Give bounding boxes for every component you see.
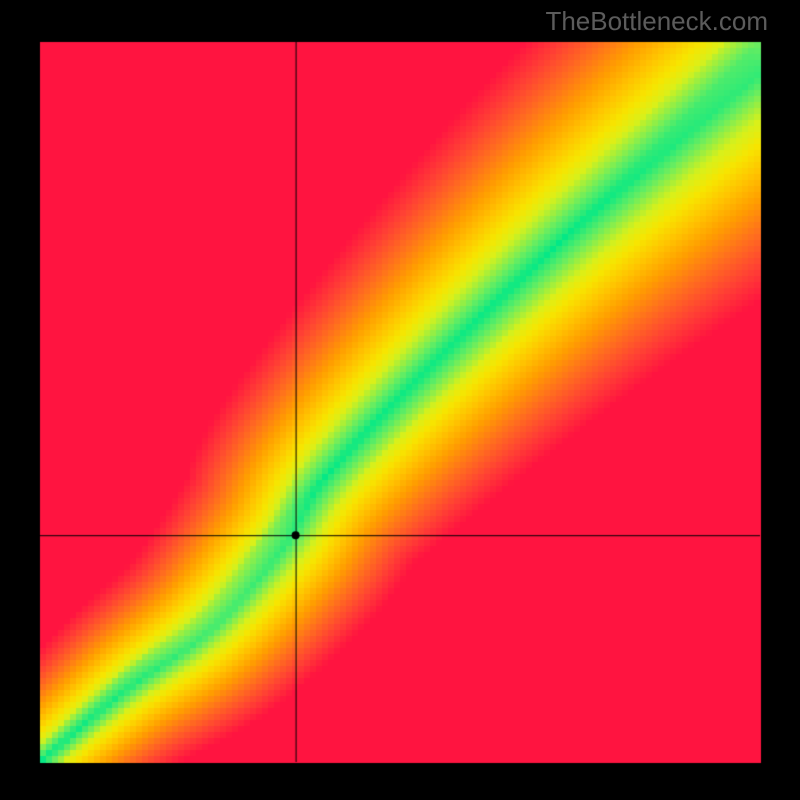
- chart-container: TheBottleneck.com: [0, 0, 800, 800]
- source-watermark: TheBottleneck.com: [545, 6, 768, 37]
- bottleneck-heatmap: [0, 0, 800, 800]
